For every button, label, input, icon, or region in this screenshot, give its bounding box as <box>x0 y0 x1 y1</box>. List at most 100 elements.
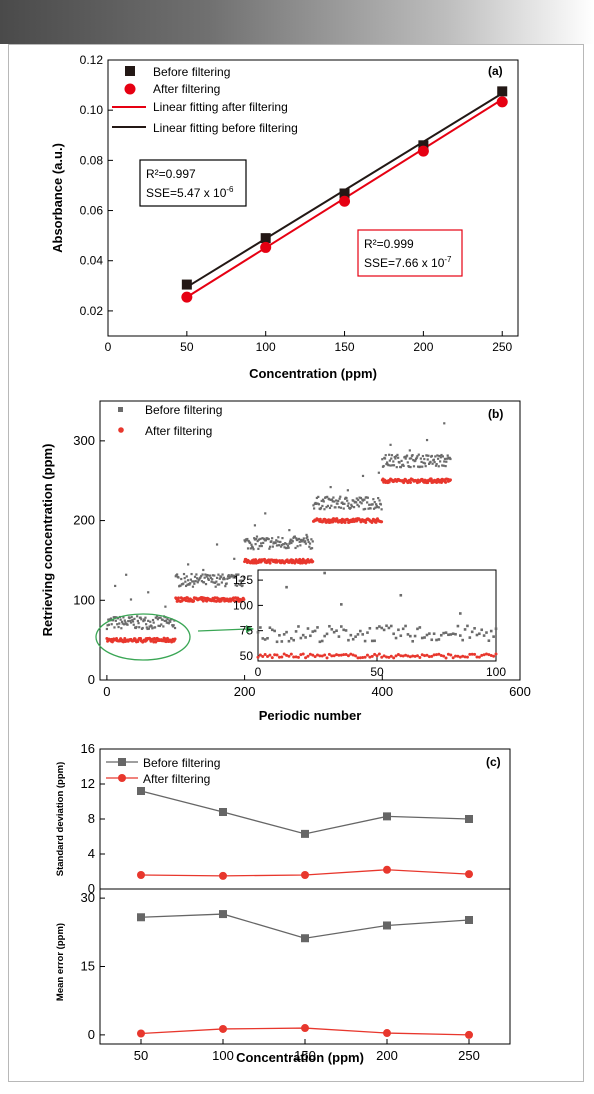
before-point <box>330 504 333 507</box>
before-point <box>435 463 438 466</box>
before-point <box>198 578 201 581</box>
std-after-point <box>383 865 391 874</box>
inset-after-point <box>327 652 331 656</box>
before-point <box>177 576 180 579</box>
before-outlier <box>361 474 365 478</box>
inset-before-point <box>356 633 360 636</box>
before-point <box>304 542 307 545</box>
inset-after-point <box>446 652 450 656</box>
inset-before-point <box>428 632 431 635</box>
after-point <box>152 640 156 644</box>
before-point <box>147 619 150 622</box>
before-point <box>404 457 407 460</box>
before-point <box>237 583 241 586</box>
before-point <box>224 585 227 588</box>
before-point <box>418 140 429 151</box>
inset-after-point <box>289 652 293 656</box>
inset-after-point <box>323 653 327 657</box>
before-point <box>406 461 409 464</box>
inset-after-point <box>320 654 324 658</box>
before-point <box>183 577 186 580</box>
inset-after-point <box>339 653 343 657</box>
before-outlier <box>202 568 205 572</box>
before-point <box>359 501 362 504</box>
before-point <box>105 627 108 631</box>
before-outlier <box>125 573 128 576</box>
before-point <box>375 504 378 507</box>
before-point <box>194 580 197 583</box>
before-point <box>427 454 430 457</box>
annotation-before-fit: R²=0.997 SSE=5.47 x 10-6 <box>139 159 247 207</box>
panel-a-label: (a) <box>488 64 503 78</box>
panel-b-y-ticks: 0 100 200 300 <box>73 433 105 687</box>
before-point <box>270 540 273 543</box>
before-point <box>285 543 288 546</box>
before-point <box>332 496 335 499</box>
before-point <box>391 464 394 467</box>
before-point <box>358 496 361 499</box>
before-point <box>255 535 259 538</box>
inset-before-point <box>430 638 434 642</box>
inset-after-point <box>420 653 424 657</box>
before-point <box>444 464 447 468</box>
before-point <box>372 498 375 501</box>
inset-before-point <box>487 639 491 642</box>
before-point <box>431 462 434 465</box>
panel-b-label: (b) <box>488 407 503 421</box>
inset-before-point <box>323 634 326 638</box>
panel-a-x-tick-label: 0 <box>105 340 112 354</box>
figure-frame <box>8 44 584 1082</box>
panel-c-bottom-y-tick-label: 15 <box>81 959 95 974</box>
after-point <box>260 241 272 253</box>
inset-before-point <box>373 639 376 643</box>
after-point <box>318 517 322 521</box>
before-point <box>161 618 164 621</box>
before-point <box>172 624 175 627</box>
before-point <box>239 583 242 587</box>
before-point <box>338 497 341 500</box>
inset-before-outlier <box>323 571 326 575</box>
before-point <box>282 543 285 546</box>
inset-after-point <box>261 654 265 658</box>
mean-error-after-point <box>137 1029 145 1038</box>
before-point <box>255 538 258 541</box>
inset-after-point <box>308 652 312 656</box>
before-point <box>374 503 378 506</box>
before-point <box>128 616 131 620</box>
panel-c-x-tick-label: 150 <box>294 1048 316 1063</box>
std-before-point <box>137 787 145 795</box>
before-point <box>159 616 162 619</box>
inset-y-tick-label: 125 <box>233 573 253 587</box>
before-point <box>211 578 214 581</box>
inset-after-point <box>463 655 467 659</box>
before-point <box>118 622 121 625</box>
before-point <box>237 573 240 576</box>
before-point <box>405 454 409 457</box>
inset-before-point <box>292 638 295 642</box>
before-point <box>306 538 310 541</box>
before-point <box>377 497 380 500</box>
before-outlier <box>233 557 236 560</box>
before-point <box>271 537 274 540</box>
inset-before-point <box>494 627 498 631</box>
inset-after-point <box>418 655 422 659</box>
before-point <box>381 458 384 461</box>
panel-a-y-tick-label: 0.10 <box>80 103 104 117</box>
panel-a-y-tick-label: 0.06 <box>80 204 104 218</box>
before-point <box>210 580 213 583</box>
before-point <box>280 543 283 547</box>
inset-after-point <box>427 655 431 659</box>
before-point <box>284 547 288 550</box>
inset-after-point <box>365 653 369 657</box>
panel-c-x-tick-label: 50 <box>134 1048 148 1063</box>
before-point <box>136 619 139 623</box>
before-point <box>136 615 139 618</box>
before-point <box>169 620 172 623</box>
before-point <box>222 578 225 581</box>
inset-before-point <box>492 635 495 638</box>
before-point <box>441 455 444 458</box>
before-point <box>274 541 277 544</box>
before-point <box>192 580 195 583</box>
before-point <box>218 583 221 586</box>
before-point <box>412 459 415 462</box>
